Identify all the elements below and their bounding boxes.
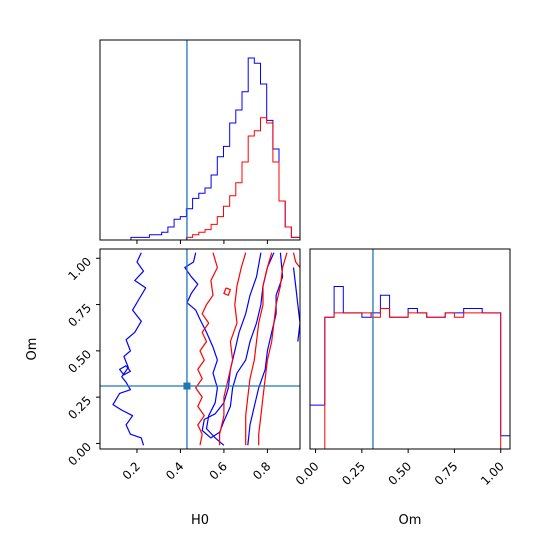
h0-hist-frame <box>99 39 301 241</box>
contour-red-3 <box>258 252 288 446</box>
contour-blue-2 <box>201 252 275 439</box>
om-histogram-panel: 0.00 0.25 0.50 0.75 1.00 <box>293 248 511 488</box>
truth-marker <box>183 382 191 390</box>
contours-blue <box>112 252 300 446</box>
xlabel-h0: H0 <box>191 513 209 528</box>
ylabel-om: Om <box>25 338 40 361</box>
h0-histogram-panel <box>99 39 301 244</box>
om-hist-step-red <box>310 308 510 450</box>
contour-blue-1 <box>184 252 225 446</box>
om-histogram-red <box>310 308 510 450</box>
contour-red-0 <box>195 252 218 446</box>
contour-blue-3 <box>247 252 284 446</box>
xlabel-om: Om <box>399 513 422 528</box>
h0-histogram-blue <box>100 57 301 241</box>
contour-frame <box>99 248 301 450</box>
contours-red <box>195 252 300 446</box>
om-hist-frame <box>309 248 511 450</box>
h0-hist-step-blue <box>100 57 301 241</box>
contour-red-5 <box>292 252 300 268</box>
contour-blue-5 <box>119 365 131 376</box>
contour-blue-0 <box>112 252 147 446</box>
contour-red-2 <box>245 252 273 446</box>
contour-blue-4 <box>292 267 300 342</box>
h0-hist-xticks <box>136 240 268 244</box>
contour-red-1 <box>219 252 247 446</box>
contour-red-4 <box>223 287 231 296</box>
